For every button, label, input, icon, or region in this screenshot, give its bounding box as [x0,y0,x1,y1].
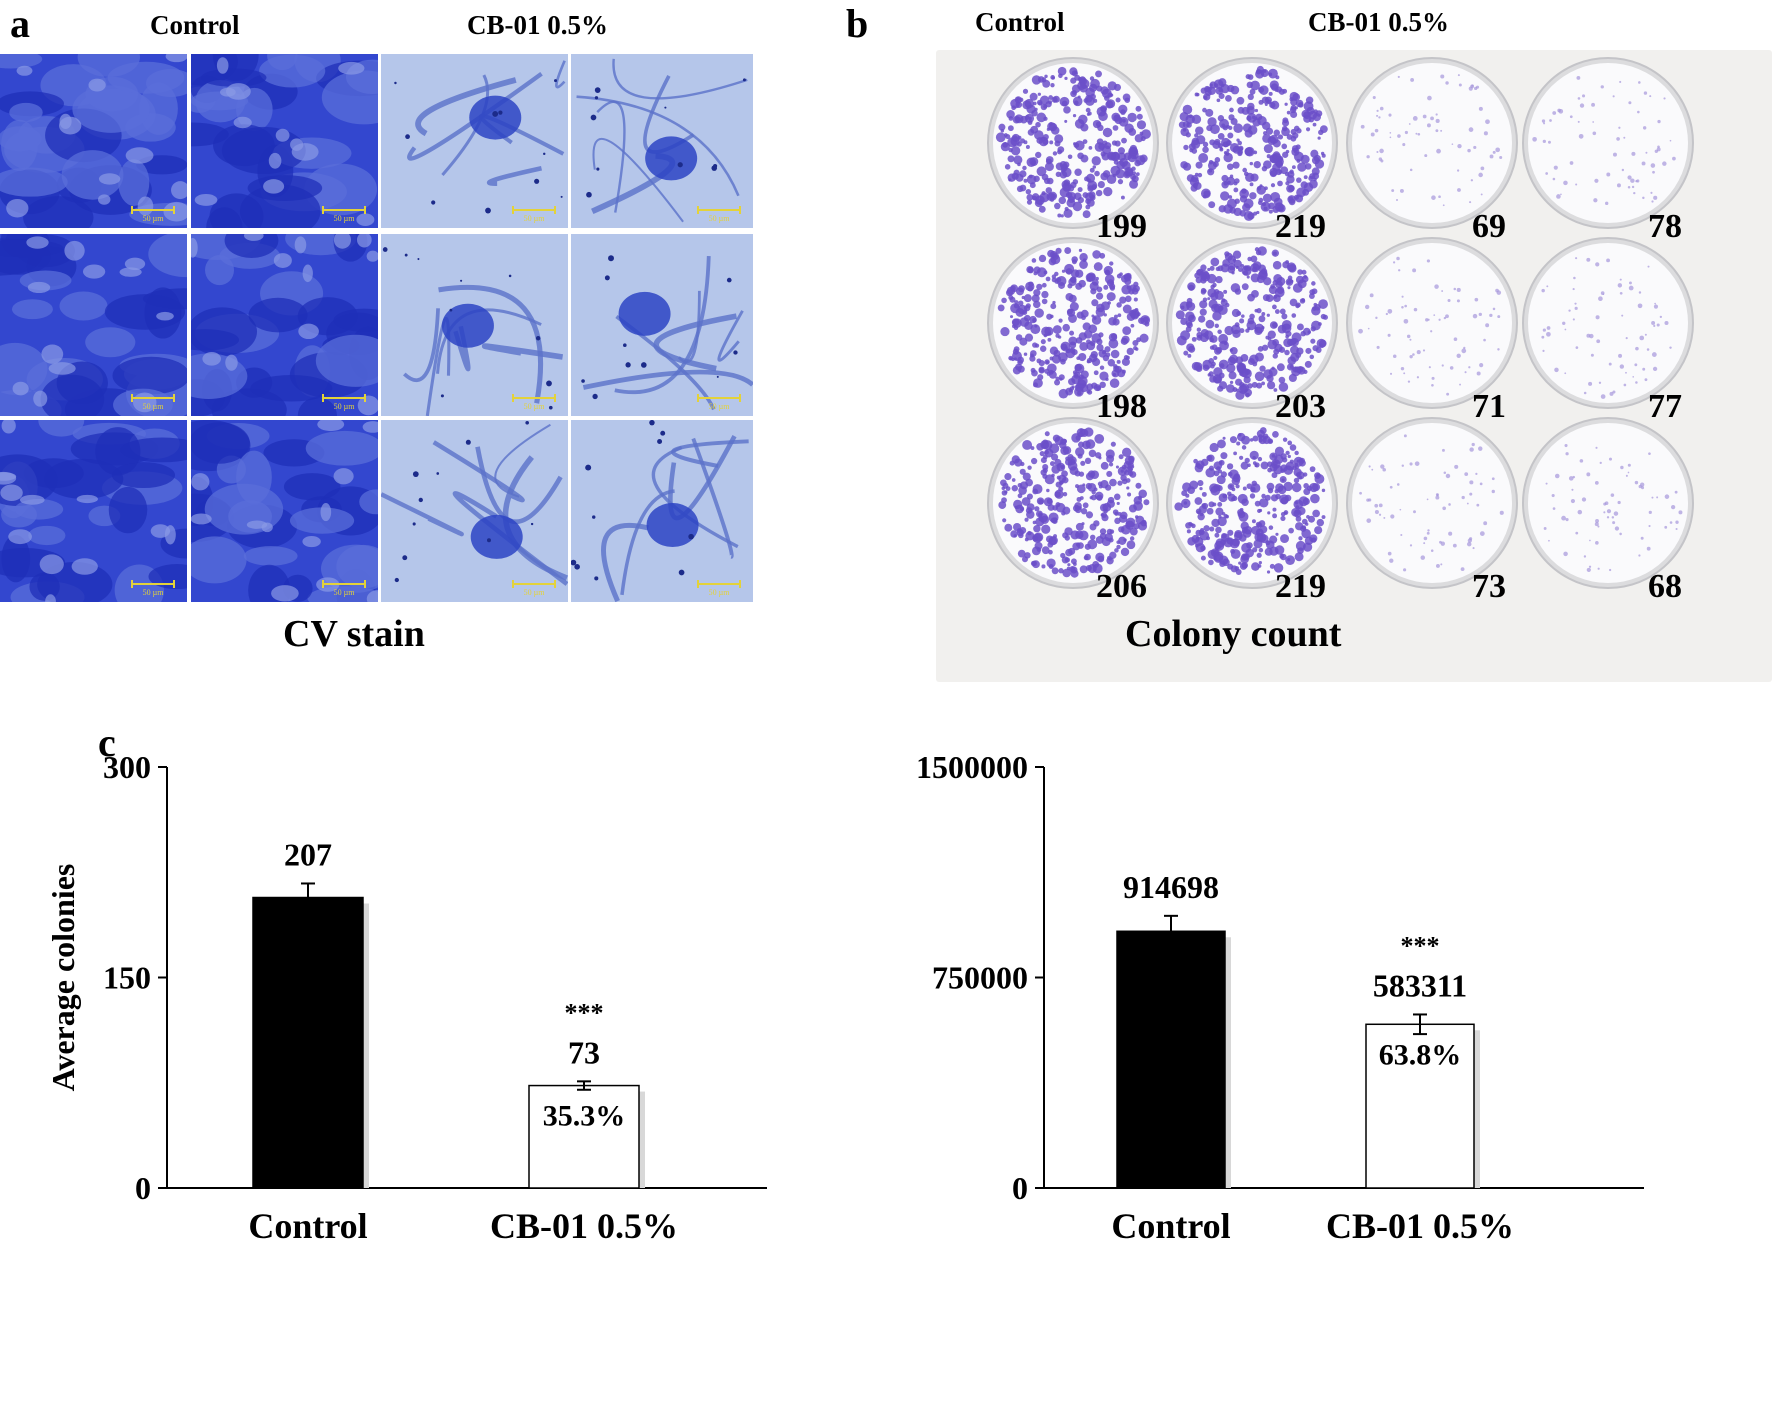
treated-micrograph-tile: 50 µm [571,54,753,228]
panel-a-letter: a [10,1,30,46]
well-colony-count: 71 [1472,388,1506,425]
bar-chart-absolute-cell-count: dAbsolute cell count07500001500000914698… [916,749,1644,1246]
value-label: 583311 [1373,967,1467,1003]
well-colony-count: 219 [1275,568,1326,605]
significance-marker: *** [565,998,604,1027]
bar [1365,1023,1475,1189]
panel-letter: c [98,720,116,765]
svg-text:50 µm: 50 µm [334,214,356,223]
control-micrograph-tile: 50 µm [191,420,378,602]
value-label: 73 [568,1034,600,1070]
svg-text:50 µm: 50 µm [143,402,165,411]
category-label: CB-01 0.5% [490,1206,678,1246]
well-colony-count: 206 [1096,568,1147,605]
control-micrograph-tile: 50 µm [0,420,187,602]
y-tick-label: 1500000 [916,749,1028,785]
panel-a-caption: CV stain [283,613,425,655]
plate-well: 198 [987,237,1159,425]
well-colony-count: 78 [1648,208,1682,245]
panel-a-header-treated: CB-01 0.5% [467,10,608,40]
plate-well: 69 [1346,57,1518,245]
percent-label: 63.8% [1379,1038,1462,1071]
y-axis-label: Average colonies [45,864,81,1092]
cv-stain-micrograph-grid: 50 µm 50 µm 50 µm 50 µm 50 µm 50 µm 50 µm 50 µm… [0,54,753,679]
value-label: 207 [284,836,332,872]
svg-text:50 µm: 50 µm [709,588,731,597]
svg-text:50 µm: 50 µm [709,214,731,223]
plate-well: 219 [1166,417,1338,605]
well-colony-count: 77 [1648,388,1682,425]
svg-text:50 µm: 50 µm [334,588,356,597]
category-label: CB-01 0.5% [1326,1206,1514,1246]
well-colony-count: 203 [1275,388,1326,425]
panel-b-caption: Colony count [1125,613,1342,655]
svg-text:50 µm: 50 µm [524,588,546,597]
plate-well: 203 [1166,237,1338,425]
well-colony-count: 199 [1096,208,1147,245]
y-tick-label: 300 [103,749,151,785]
control-micrograph-tile: 50 µm [0,54,187,228]
control-micrograph-tile: 50 µm [191,234,378,416]
svg-text:50 µm: 50 µm [143,214,165,223]
svg-text:50 µm: 50 µm [524,214,546,223]
significance-marker: *** [1401,931,1440,960]
y-tick-label: 750000 [932,960,1028,996]
panel-b-letter: b [846,1,869,46]
percent-label: 35.3% [543,1100,626,1133]
svg-text:50 µm: 50 µm [143,588,165,597]
bar [252,896,364,1189]
plate-well: 78 [1522,57,1694,245]
colony-plate-photo: 199 219 69 78 198 203 71 77 206 219 73 68 [936,50,1772,682]
control-micrograph-tile: 50 µm [0,234,187,416]
value-label: 914698 [1123,869,1219,905]
well-colony-count: 73 [1472,568,1506,605]
plate-wells: 199 219 69 78 198 203 71 77 206 219 73 68 [987,57,1694,605]
panel-b-header-control: Control [975,7,1065,37]
panel-a-header-control: Control [150,10,240,40]
well-colony-count: 219 [1275,208,1326,245]
treated-micrograph-tile: 50 µm [571,234,753,416]
category-label: Control [1111,1206,1230,1246]
treated-micrograph-tile: 50 µm [571,420,753,602]
plate-well: 199 [987,57,1159,245]
y-tick-label: 150 [103,960,151,996]
bar [528,1084,640,1189]
plate-well: 68 [1522,417,1694,605]
plate-well: 71 [1346,237,1518,425]
y-tick-label: 0 [1012,1170,1028,1206]
plate-well: 73 [1346,417,1518,605]
treated-micrograph-tile: 50 µm [381,54,568,228]
well-colony-count: 69 [1472,208,1506,245]
treated-micrograph-tile: 50 µm [381,234,568,416]
bar-chart-average-colonies: c Average colonies 0 150 300 207 Control 73 *** 3… [45,720,767,1246]
plate-well: 206 [987,417,1159,605]
panel-b-header-treated: CB-01 0.5% [1308,7,1449,37]
bar [1116,930,1226,1189]
svg-text:50 µm: 50 µm [334,402,356,411]
plate-well: 219 [1166,57,1338,245]
y-tick-label: 0 [135,1170,151,1206]
well-colony-count: 68 [1648,568,1682,605]
plate-well: 77 [1522,237,1694,425]
well-colony-count: 198 [1096,388,1147,425]
category-label: Control [248,1206,367,1246]
control-micrograph-tile: 50 µm [191,54,378,228]
treated-micrograph-tile: 50 µm [381,420,568,602]
svg-text:50 µm: 50 µm [524,402,546,411]
svg-text:50 µm: 50 µm [709,402,731,411]
